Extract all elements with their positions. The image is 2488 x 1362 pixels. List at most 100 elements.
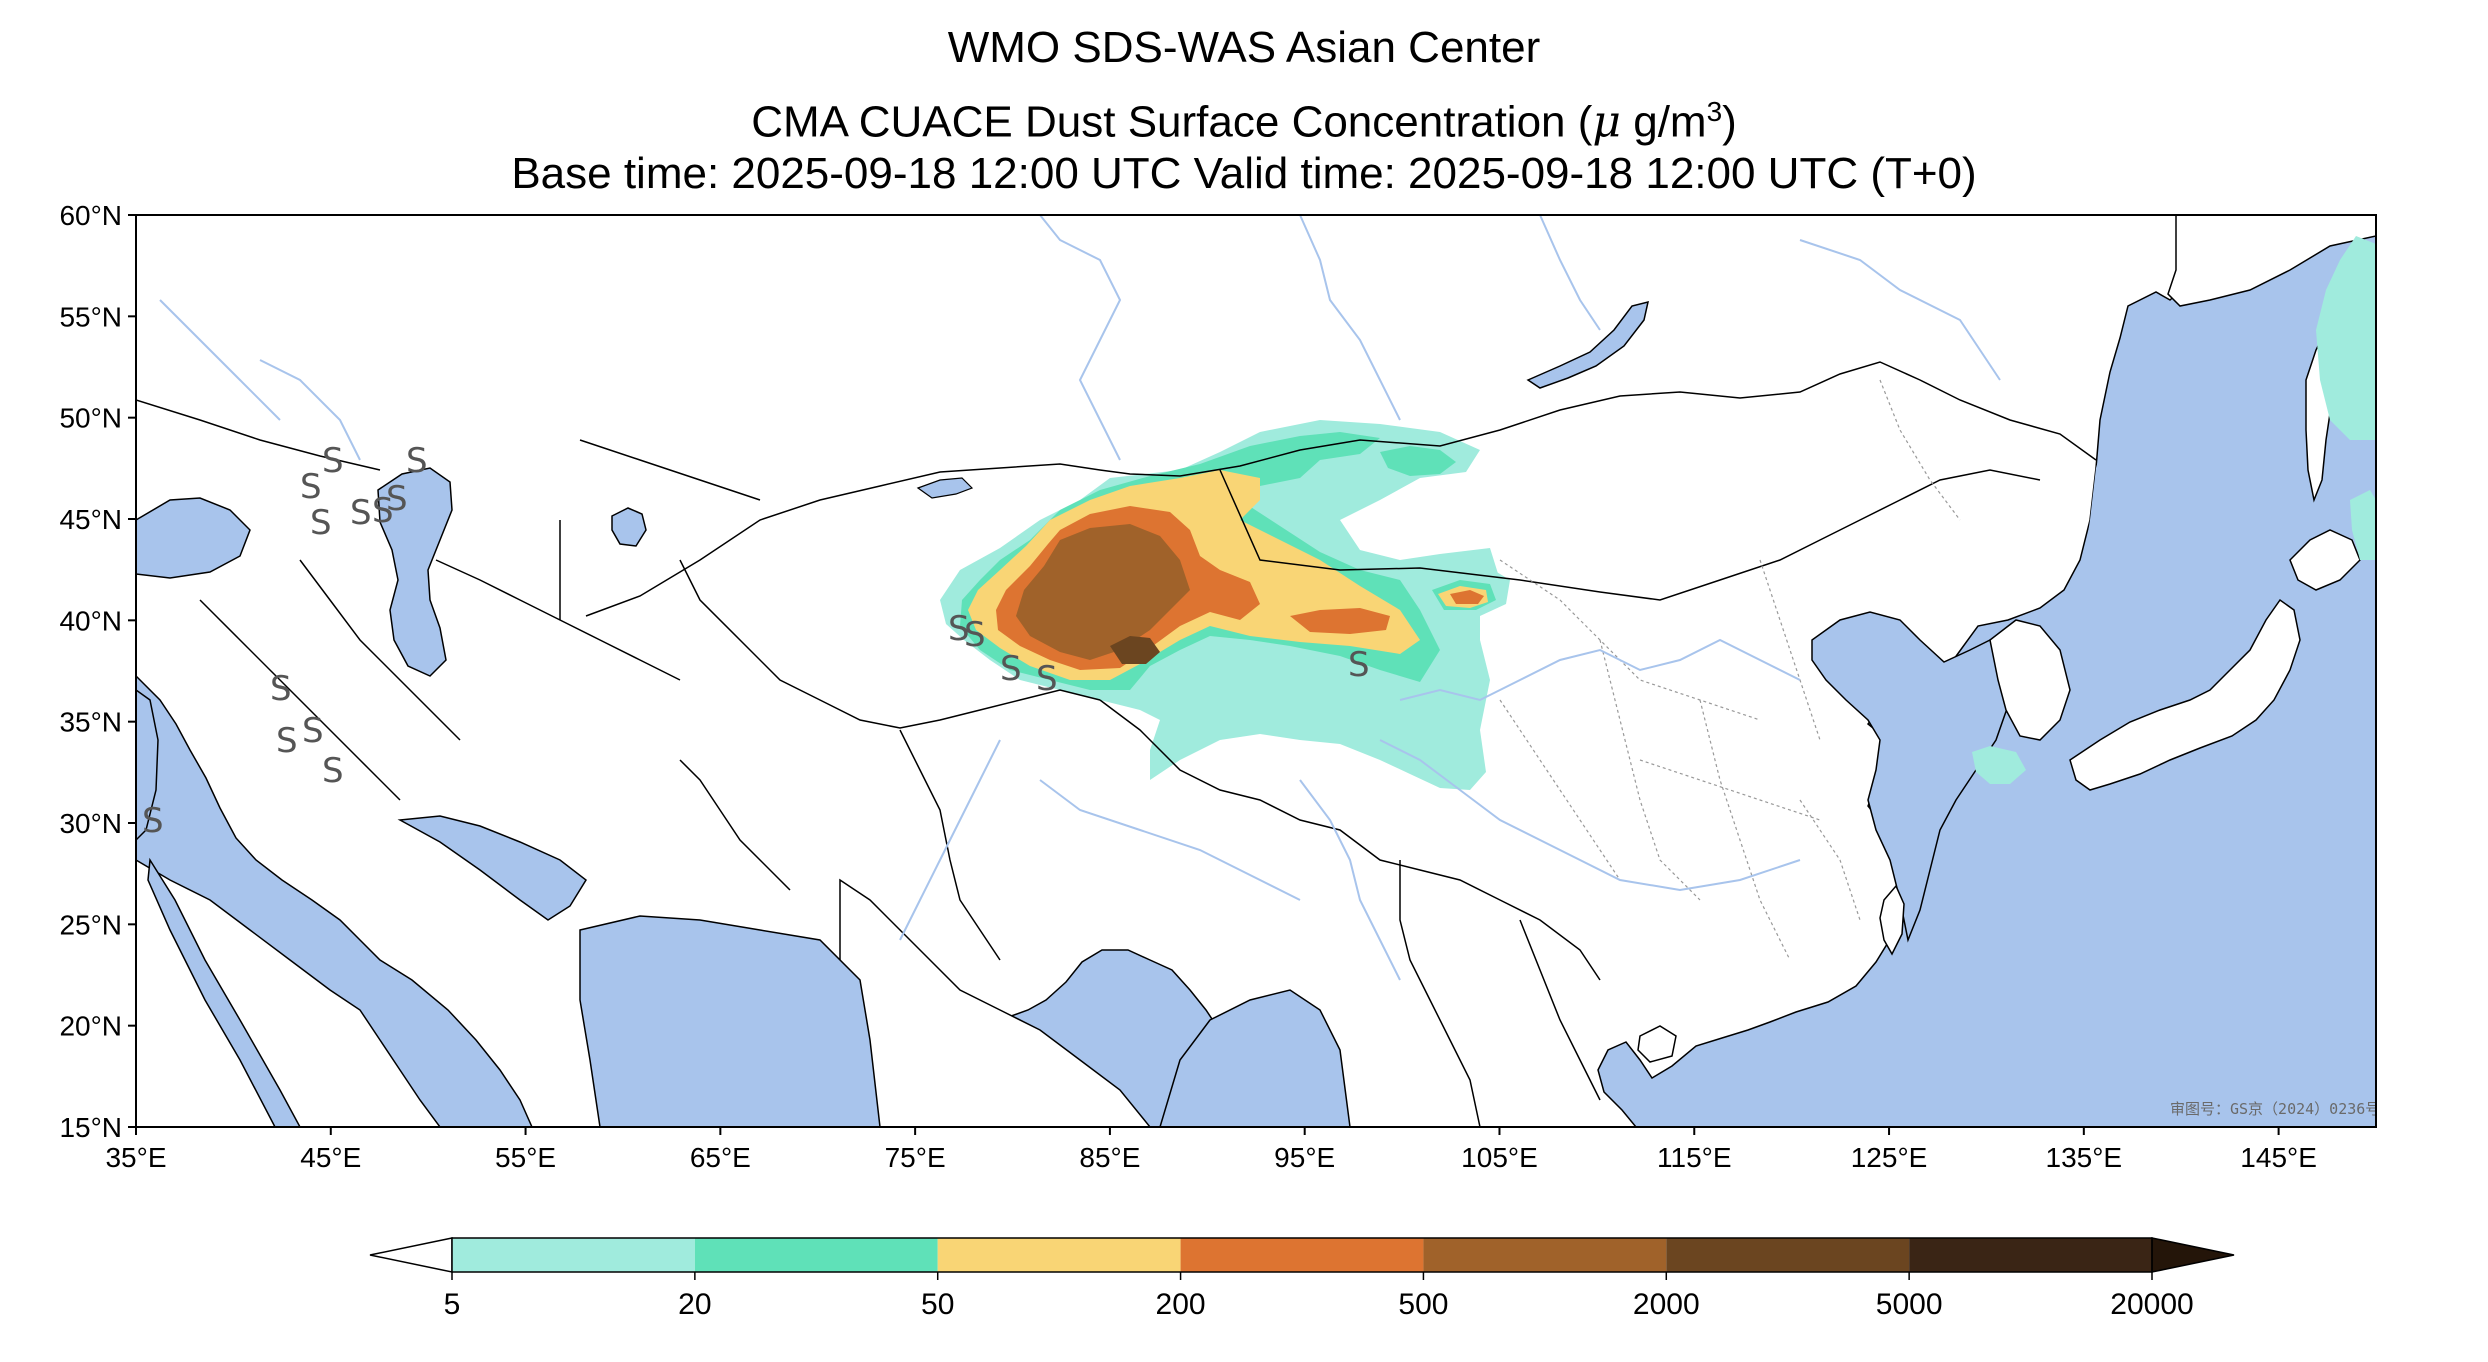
colorbar-label: 500 — [1398, 1288, 1448, 1321]
title-line-3: Base time: 2025-09-18 12:00 UTC Valid ti… — [0, 148, 2488, 200]
source-marker: S — [302, 711, 324, 751]
lat-tick-label: 50°N — [59, 403, 122, 434]
colorbar-label: 200 — [1156, 1288, 1206, 1321]
lake-balkhash — [916, 477, 974, 499]
lon-tick-label: 45°E — [300, 1142, 361, 1173]
mediterranean-sea — [136, 689, 159, 842]
land-arabia — [136, 859, 441, 1127]
dust-level-5-20-korea-strait — [1972, 746, 2026, 784]
caspian-sea — [377, 467, 453, 677]
colorbar-segment — [694, 1238, 938, 1272]
colorbar-segment — [937, 1238, 1181, 1272]
land-okhotsk-coast — [2167, 215, 2376, 307]
land-taiwan — [1879, 884, 1905, 956]
title-line-2: CMA CUACE Dust Surface Concentration (μ … — [0, 86, 2488, 149]
lon-tick-label: 115°E — [1657, 1142, 1732, 1173]
map-frame — [135, 214, 2377, 1128]
lat-tick-label: 35°N — [59, 707, 122, 738]
source-marker: S — [406, 441, 428, 481]
persian-gulf — [397, 815, 587, 921]
title-line-1: WMO SDS-WAS Asian Center — [0, 22, 2488, 74]
colorbar-label: 20000 — [2110, 1288, 2193, 1321]
source-marker: S — [350, 493, 372, 533]
colorbar-under-arrow — [369, 1237, 453, 1273]
dust-level-200-500-east — [1290, 608, 1390, 634]
lon-tick-label: 65°E — [690, 1142, 751, 1173]
aral-sea — [611, 507, 647, 547]
dust-level-5-20-kuril — [2350, 490, 2376, 560]
source-marker: S — [322, 751, 344, 791]
source-marker: S — [322, 441, 344, 481]
dust-concentration-contours — [940, 236, 2376, 790]
title-line-3-text: Base time: 2025-09-18 12:00 UTC Valid ti… — [511, 149, 1977, 198]
map-panel: S S S S S S S S S S S S S S S S S 审图号：GS… — [136, 215, 2380, 1127]
title-line-2-unit: g/m — [1621, 97, 1707, 147]
source-marker: S — [1036, 659, 1058, 699]
title-line-2-mu: μ — [1592, 96, 1621, 148]
yellow-sea — [1811, 611, 2011, 943]
lon-tick-label: 145°E — [2240, 1142, 2317, 1173]
lake-baikal — [1526, 300, 1649, 389]
dust-source-markers: S S S S S S S S S S S S S S S S S — [142, 441, 1370, 841]
colorbar-label: 50 — [921, 1288, 954, 1321]
dust-level-5-20-pacific — [2316, 236, 2376, 440]
dust-level-2000-5000-core — [1110, 636, 1160, 664]
source-marker: S — [1000, 649, 1022, 689]
colorbar-segment — [1423, 1238, 1667, 1272]
colorbar-over-arrow — [2151, 1237, 2235, 1273]
lat-tick-label: 40°N — [59, 605, 122, 636]
source-marker: S — [964, 615, 986, 655]
title-line-2-prefix: CMA CUACE Dust Surface Concentration ( — [751, 97, 1593, 147]
colorbar-label: 5000 — [1876, 1288, 1943, 1321]
lat-tick-label: 15°N — [59, 1112, 122, 1143]
land-korea — [1989, 619, 2071, 741]
arabian-sea — [579, 915, 881, 1127]
lon-tick-label: 95°E — [1274, 1142, 1335, 1173]
bay-of-bengal — [1159, 989, 1351, 1127]
title-line-2-sup: 3 — [1706, 96, 1723, 127]
lat-tick-label: 55°N — [59, 301, 122, 332]
rivers — [159, 215, 2001, 981]
longitude-axis: 35°E 45°E 55°E 65°E 75°E 85°E 95°E 105°E 115°E 12… — [105, 1127, 2317, 1173]
land-japan — [2069, 598, 2301, 791]
lon-tick-label: 135°E — [2046, 1142, 2123, 1173]
colorbar-outline — [451, 1237, 2153, 1273]
source-marker: S — [276, 721, 298, 761]
title-line-1-text: WMO SDS-WAS Asian Center — [947, 23, 1541, 72]
map-approval-credit: 审图号：GS京（2024）0236号 — [2170, 1100, 2380, 1118]
source-marker: S — [310, 503, 332, 543]
source-marker: S — [386, 479, 408, 519]
title-line-2-suffix: ) — [1722, 97, 1737, 147]
red-sea — [147, 857, 301, 1127]
dust-level-200-500-tiny — [1450, 590, 1484, 604]
colorbar-label: 5 — [444, 1288, 461, 1321]
dust-level-20-50-north-blob — [1380, 446, 1456, 476]
source-marker: S — [372, 491, 394, 531]
lon-tick-label: 75°E — [885, 1142, 946, 1173]
colorbar-segment — [1909, 1238, 2152, 1272]
source-marker: S — [1348, 645, 1370, 685]
lat-tick-label: 20°N — [59, 1011, 122, 1042]
colorbar-segment — [1666, 1238, 1910, 1272]
lat-tick-label: 25°N — [59, 909, 122, 940]
country-borders — [136, 361, 2097, 1127]
land-hainan — [1637, 1025, 1677, 1063]
lon-tick-label: 125°E — [1851, 1142, 1928, 1173]
lon-tick-label: 55°E — [495, 1142, 556, 1173]
lon-tick-label: 35°E — [105, 1142, 166, 1173]
source-marker: S — [142, 801, 164, 841]
lat-tick-label: 60°N — [59, 200, 122, 231]
lon-tick-label: 85°E — [1079, 1142, 1140, 1173]
lon-tick-label: 105°E — [1461, 1142, 1538, 1173]
lat-tick-label: 45°N — [59, 504, 122, 535]
colorbar-segment — [452, 1238, 695, 1272]
dust-level-500-2000-main — [1016, 524, 1190, 660]
black-sea — [136, 497, 251, 579]
sea-of-japan — [1990, 420, 2376, 1127]
source-marker: S — [300, 467, 322, 507]
colorbar-label: 20 — [678, 1288, 711, 1321]
source-marker: S — [948, 609, 970, 649]
colorbar-label: 2000 — [1633, 1288, 1700, 1321]
colorbar-segment — [1180, 1238, 1424, 1272]
